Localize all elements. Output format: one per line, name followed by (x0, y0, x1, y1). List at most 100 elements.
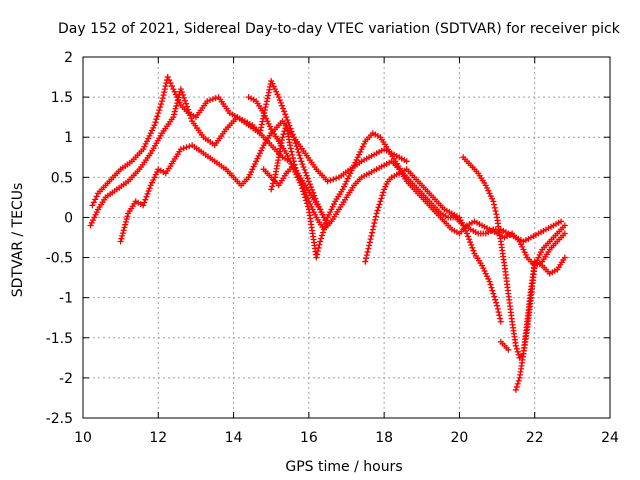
data-point (281, 108, 288, 115)
data-point (491, 201, 498, 208)
data-point (177, 86, 184, 93)
data-point (327, 209, 334, 216)
data-point (248, 168, 255, 175)
data-point (368, 232, 375, 239)
data-point (375, 204, 382, 211)
data-point (316, 241, 323, 248)
data-point (119, 232, 126, 239)
data-point (158, 101, 165, 108)
data-point (174, 100, 181, 107)
data-point (369, 226, 376, 233)
data-point (212, 95, 219, 102)
data-point (304, 175, 311, 182)
data-point (245, 174, 252, 181)
data-point (180, 145, 187, 152)
y-axis: -2.5 -2 -1.5 -1 -0.5 0 0.5 1 1.5 2 (46, 50, 610, 427)
series-arc-10 (268, 122, 301, 193)
data-point (283, 114, 290, 121)
data-point (146, 185, 153, 192)
data-point (183, 100, 190, 107)
data-point (380, 189, 387, 196)
data-point (297, 155, 304, 162)
data-point (170, 114, 177, 121)
data-point (479, 262, 486, 269)
data-point (376, 201, 383, 208)
data-point (121, 224, 128, 231)
data-point (258, 147, 265, 154)
data-point (305, 198, 312, 205)
data-point (93, 209, 100, 216)
data-point (489, 195, 496, 202)
data-point (364, 248, 371, 255)
data-point (318, 209, 325, 216)
data-point (89, 202, 96, 209)
data-point (260, 110, 267, 117)
data-point (292, 164, 299, 171)
y-tick-label: 1 (64, 130, 73, 146)
data-point (491, 293, 498, 300)
data-point (287, 145, 294, 152)
data-point (288, 148, 295, 155)
data-point (489, 287, 496, 294)
data-point (93, 193, 100, 200)
data-point (278, 102, 285, 109)
data-point (173, 102, 180, 109)
data-point (457, 217, 464, 224)
data-point (361, 140, 368, 147)
data-point (487, 193, 494, 200)
data-point (270, 83, 277, 90)
data-point (300, 184, 307, 191)
data-point (317, 238, 324, 245)
data-point (468, 241, 475, 248)
data-point (183, 144, 190, 151)
data-point (303, 172, 310, 179)
series-arc-8 (497, 338, 512, 353)
data-point (92, 196, 99, 203)
data-point (463, 230, 470, 237)
data-point (143, 193, 150, 200)
chart-title: Day 152 of 2021, Sidereal Day-to-day VTE… (58, 21, 621, 37)
series-arc-5 (260, 158, 568, 269)
data-point (119, 230, 126, 237)
data-point (185, 106, 192, 113)
data-point (561, 254, 568, 261)
data-point (344, 175, 351, 182)
data-point (328, 206, 335, 213)
y-tick-label: 2 (64, 50, 73, 66)
data-point (301, 186, 308, 193)
data-point (370, 223, 377, 230)
data-point (246, 171, 253, 178)
data-point (253, 158, 260, 165)
data-point (177, 146, 184, 153)
data-point (372, 216, 379, 223)
data-point (157, 104, 164, 111)
data-point (465, 233, 472, 240)
data-point (180, 94, 187, 101)
x-axis-title: GPS time / hours (285, 459, 402, 475)
data-point (266, 123, 273, 130)
data-point (458, 219, 465, 226)
data-point (289, 151, 296, 158)
data-point (346, 172, 353, 179)
data-point (299, 181, 306, 188)
x-tick-label: 22 (526, 430, 544, 446)
data-point (374, 207, 381, 214)
data-point (147, 130, 154, 137)
series-arc-9 (512, 254, 568, 393)
data-point (254, 155, 261, 162)
data-point (250, 163, 257, 170)
data-point (186, 109, 193, 116)
data-point (313, 198, 320, 205)
data-point (371, 220, 378, 227)
data-point (333, 175, 340, 182)
data-point (293, 167, 300, 174)
data-point (461, 225, 468, 232)
data-point (356, 151, 363, 158)
data-point (514, 380, 521, 387)
data-point (145, 135, 152, 142)
data-point (142, 140, 149, 147)
data-point (160, 92, 167, 99)
x-tick-label: 14 (225, 430, 243, 446)
data-point (181, 97, 188, 104)
data-point (354, 154, 361, 161)
